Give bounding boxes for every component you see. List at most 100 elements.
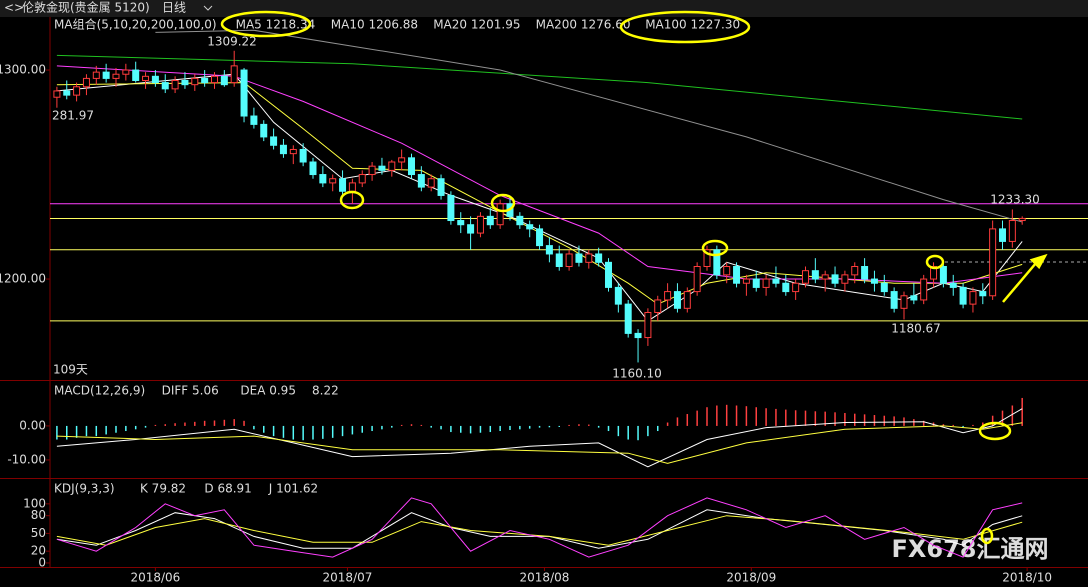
- price-annotation: 1160.10: [612, 367, 662, 381]
- y-tick-label: 0.00: [19, 418, 46, 432]
- legend-entry: K 79.82: [140, 482, 186, 496]
- candle-body: [723, 266, 731, 276]
- candle-body: [486, 215, 494, 226]
- candle-body: [92, 71, 100, 79]
- candle-body: [634, 332, 642, 339]
- candle-body: [526, 224, 534, 230]
- candle-body: [496, 203, 504, 226]
- candle-body: [122, 69, 130, 75]
- candle-body: [772, 278, 780, 284]
- indicator-line: [155, 29, 1023, 223]
- candle-body: [476, 215, 484, 234]
- candle-body: [930, 266, 938, 280]
- candle-body: [427, 178, 435, 188]
- candle-body: [171, 79, 179, 90]
- candle-body: [319, 174, 327, 184]
- y-tick-label: 20: [31, 544, 46, 558]
- candle-body: [299, 148, 307, 163]
- y-tick-label: 50: [31, 526, 46, 540]
- candle-body: [1018, 217, 1026, 222]
- candle-body: [220, 75, 228, 86]
- candle-body: [703, 249, 711, 268]
- candle-body: [890, 291, 898, 309]
- candle-body: [339, 178, 347, 192]
- y-tick-label: 0: [38, 555, 46, 569]
- y-tick-label: 1200.00: [0, 272, 46, 286]
- candle-body: [457, 220, 465, 226]
- candle-body: [782, 282, 790, 293]
- candle-body: [151, 75, 159, 84]
- candle-body: [870, 278, 878, 284]
- x-tick-label: 2018/06: [130, 571, 180, 585]
- candle-body: [467, 224, 475, 234]
- price-annotation: 1309.22: [207, 35, 257, 49]
- legend-entry: DEA 0.95: [240, 384, 296, 398]
- candle-body: [73, 86, 81, 96]
- candle-body: [861, 266, 869, 280]
- candle-body: [683, 291, 691, 309]
- symbol: 伦敦金现(贵金属 5120): [22, 0, 150, 15]
- trend-arrow: [1002, 253, 1048, 303]
- x-tick-label: 2018/07: [323, 571, 373, 585]
- candle-body: [713, 249, 721, 276]
- candle-body: [388, 161, 396, 171]
- candle-body: [210, 75, 218, 84]
- candle-body: [821, 274, 829, 280]
- candle-body: [289, 148, 297, 155]
- candle-body: [654, 299, 662, 313]
- candle-body: [555, 253, 563, 268]
- candle-body: [979, 291, 987, 297]
- candle-body: [644, 311, 652, 339]
- candle-body: [989, 228, 997, 297]
- candle-body: [358, 174, 366, 184]
- candle-body: [260, 123, 268, 138]
- candle-body: [63, 90, 71, 96]
- legend-entry: MA100 1227.30: [645, 18, 740, 32]
- candle-body: [851, 266, 859, 276]
- candle-body: [841, 274, 849, 284]
- indicator-line: [56, 73, 1023, 322]
- indicator-line: [56, 422, 1023, 464]
- candle-body: [102, 71, 110, 79]
- candle-body: [447, 194, 455, 222]
- candle-body: [407, 157, 415, 176]
- candle-body: [378, 165, 386, 171]
- x-tick-label: 2018/08: [520, 571, 570, 585]
- candle-body: [693, 266, 701, 293]
- y-tick-label: -10.00: [7, 452, 46, 466]
- candle-body: [142, 75, 150, 81]
- highlight-circles: [220, 10, 1012, 545]
- candle-body: [969, 291, 977, 305]
- candle-body: [959, 286, 967, 305]
- y-tick-label: 1300.00: [0, 63, 46, 77]
- candle-body: [604, 261, 612, 288]
- indicator-line: [56, 509, 1023, 549]
- candle-body: [368, 165, 376, 176]
- candle-body: [240, 69, 248, 117]
- indicator-line: [56, 408, 1023, 468]
- y-tick-label: 80: [31, 508, 46, 522]
- candle-body: [801, 270, 809, 284]
- nav-icons[interactable]: <>: [4, 1, 24, 15]
- legend-entry: MA5 1218.34: [236, 18, 316, 32]
- candle-body: [329, 178, 337, 184]
- candle-body: [201, 77, 209, 84]
- macd-value: 8.22: [312, 384, 339, 398]
- panel-title: MA组合(5,10,20,200,100,0): [54, 17, 217, 32]
- candle-body: [270, 136, 278, 146]
- panel-title: KDJ(9,3,3): [54, 482, 115, 496]
- period[interactable]: 日线: [162, 1, 186, 15]
- candle-body: [624, 303, 632, 334]
- candle-body: [309, 161, 317, 176]
- candle-body: [250, 115, 258, 125]
- candle-body: [733, 266, 741, 284]
- candle-body: [437, 178, 445, 196]
- indicator-line: [56, 515, 1023, 546]
- price-annotation: 1180.67: [891, 322, 941, 336]
- dropdown-icon[interactable]: [203, 5, 213, 11]
- candle-body: [920, 278, 928, 301]
- indicator-line: [56, 65, 1023, 284]
- candle-body: [575, 253, 583, 263]
- candle-body: [516, 215, 524, 226]
